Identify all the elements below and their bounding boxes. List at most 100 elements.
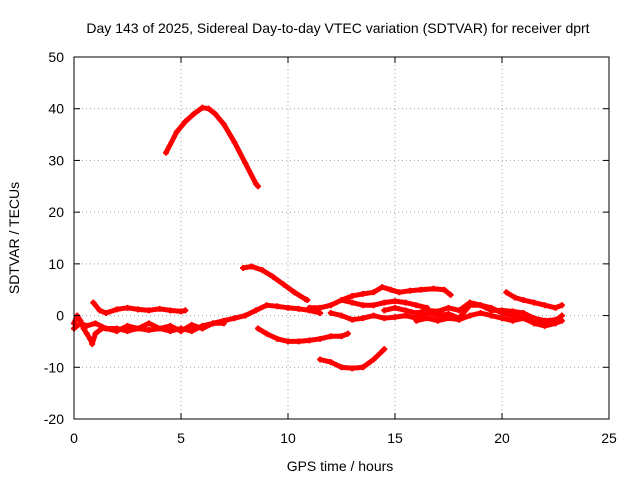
data-point <box>242 312 249 319</box>
data-point <box>370 302 377 309</box>
data-point <box>381 299 388 306</box>
data-point <box>509 312 516 319</box>
data-point <box>396 289 403 296</box>
data-point <box>285 338 291 345</box>
data-point <box>359 315 366 322</box>
data-point <box>413 309 420 316</box>
data-point <box>103 309 110 316</box>
data-point <box>413 317 420 324</box>
data-point <box>445 315 452 322</box>
data-point <box>188 321 195 328</box>
data-point <box>558 312 565 319</box>
data-point <box>349 299 356 306</box>
data-point <box>274 303 281 310</box>
data-point <box>424 307 431 314</box>
data-point <box>445 304 452 311</box>
y-tick-label: -20 <box>44 411 64 427</box>
data-point <box>317 309 324 316</box>
data-point <box>242 160 249 167</box>
data-point <box>145 307 152 314</box>
data-point <box>552 320 559 327</box>
series-arc-4 <box>163 104 262 190</box>
x-axis-label: GPS time / hours <box>287 458 394 474</box>
data-point <box>178 328 184 335</box>
data-point <box>541 322 548 329</box>
data-point <box>417 286 424 293</box>
data-point <box>124 304 131 311</box>
data-point <box>477 309 484 316</box>
data-point <box>317 335 324 342</box>
series-arc-5 <box>240 263 311 304</box>
data-point <box>344 330 351 337</box>
y-tick-label: 40 <box>48 101 64 117</box>
data-point <box>349 365 356 372</box>
data-point <box>456 307 463 314</box>
y-tick-label: 0 <box>56 308 64 324</box>
data-point <box>327 333 334 340</box>
x-tick-label: 25 <box>601 430 617 446</box>
data-point <box>558 302 565 309</box>
data-point <box>291 289 298 296</box>
data-point <box>248 263 255 270</box>
data-point <box>488 304 495 311</box>
data-point <box>359 290 366 297</box>
data-point <box>406 287 413 294</box>
data-point <box>402 312 409 319</box>
data-point <box>156 305 163 312</box>
data-point <box>520 315 527 322</box>
data-point <box>199 104 206 111</box>
data-point <box>317 356 324 363</box>
data-point <box>89 341 96 348</box>
data-point <box>156 325 163 332</box>
data-point <box>392 298 398 305</box>
data-point <box>511 294 518 301</box>
data-point <box>306 337 313 344</box>
series-line <box>255 326 351 344</box>
y-tick-label: 50 <box>48 49 64 65</box>
data-point <box>402 307 409 314</box>
data-point <box>190 110 197 117</box>
data-point <box>259 267 266 274</box>
data-point <box>359 364 366 371</box>
data-point <box>447 291 454 298</box>
x-tick-label: 10 <box>280 430 296 446</box>
data-point <box>263 302 270 309</box>
y-tick-label: 20 <box>48 204 64 220</box>
data-point <box>77 320 84 327</box>
data-point <box>381 346 388 353</box>
data-point <box>381 307 388 314</box>
data-point <box>338 312 345 319</box>
series-line <box>328 302 558 324</box>
data-point <box>349 292 356 299</box>
data-point <box>379 284 386 291</box>
data-point <box>167 307 174 314</box>
data-point <box>205 105 212 112</box>
data-point <box>167 328 174 335</box>
y-axis-label: SDTVAR / TECUs <box>6 182 22 294</box>
data-point <box>295 305 302 312</box>
data-point <box>509 317 516 324</box>
data-point <box>90 299 97 306</box>
data-point <box>145 327 152 334</box>
data-point <box>210 320 217 327</box>
series-arc-7 <box>317 346 388 372</box>
data-point <box>430 285 437 292</box>
data-point <box>327 309 334 316</box>
data-point <box>402 299 409 306</box>
data-point <box>220 320 227 327</box>
series-line <box>163 105 261 189</box>
y-tick-label: 30 <box>48 152 64 168</box>
data-point <box>503 289 510 296</box>
data-point <box>338 364 345 371</box>
data-point <box>370 289 377 296</box>
data-point <box>124 328 131 335</box>
data-point <box>295 338 302 345</box>
data-point <box>87 335 94 342</box>
data-point <box>552 304 559 311</box>
data-point <box>370 356 377 363</box>
data-point <box>520 297 527 304</box>
data-point <box>531 320 538 327</box>
plot-frame <box>73 56 610 420</box>
data-point <box>392 304 398 311</box>
